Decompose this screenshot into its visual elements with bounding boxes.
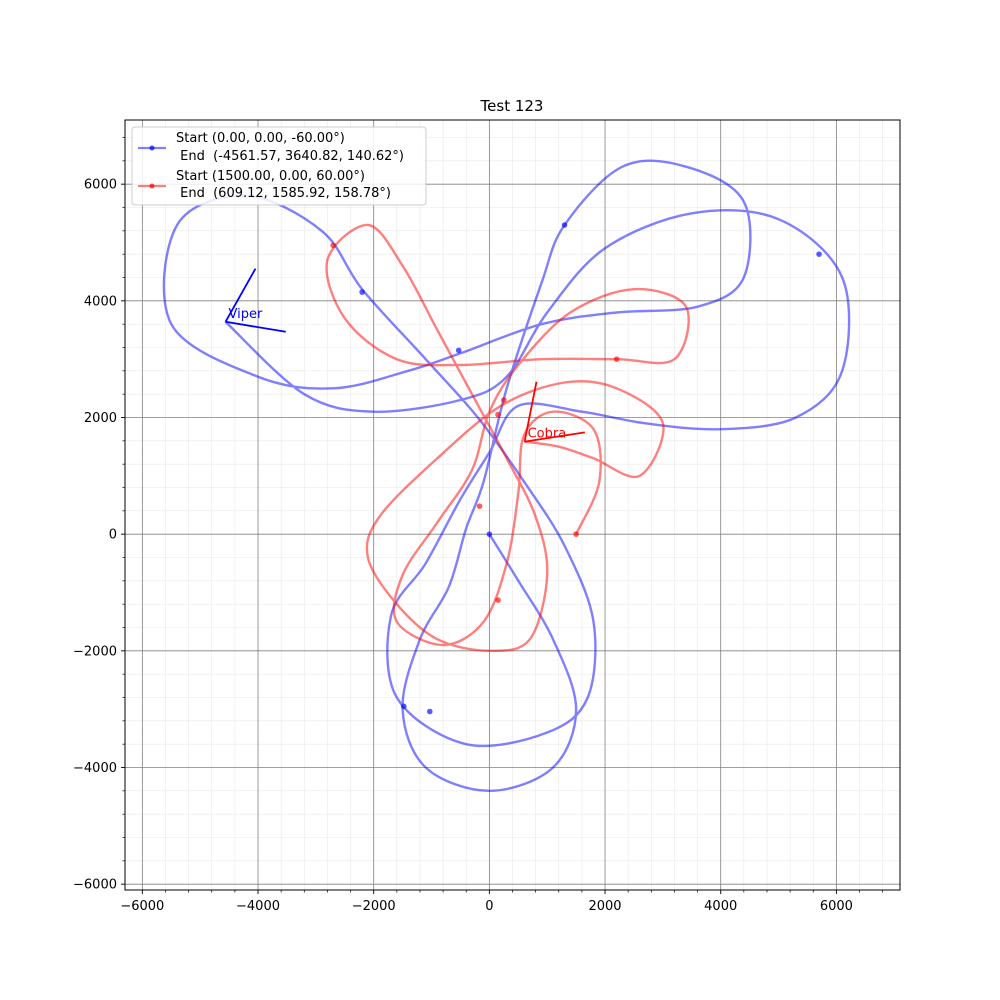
x-tick-label: −2000: [352, 899, 396, 914]
y-tick-label: 0: [109, 528, 117, 543]
series-point-1: [359, 289, 365, 295]
series-point-1: [486, 531, 493, 537]
y-tick-label: −2000: [73, 644, 117, 659]
legend-label-series-2-end: End (609.12, 1585.92, 158.78°): [176, 186, 391, 201]
legend-label-series-1-end: End (-4561.57, 3640.82, 140.62°): [176, 149, 404, 164]
axis-ticks: −6000 −4000 −2000 0 2000 4000 6000 −6000 −4000 −2…: [73, 137, 883, 914]
minor-grid: [125, 120, 900, 890]
marker-side-ray-2: [523, 381, 538, 442]
series-point-1: [455, 347, 462, 354]
x-tick-label: −4000: [236, 899, 280, 914]
series-point-2: [501, 397, 507, 403]
y-tick-label: −6000: [73, 878, 117, 893]
legend-label-series-1-start: Start (0.00, 0.00, -60.00°): [176, 131, 345, 146]
marker-label-2: Cobra: [528, 427, 567, 442]
marker-heading-ray-2: [524, 431, 586, 443]
series-point-2: [573, 531, 579, 537]
series-point-2: [613, 356, 620, 362]
legend: Start (0.00, 0.00, -60.00°) End (-4561.5…: [131, 126, 427, 206]
series-point-1: [400, 703, 407, 710]
series-point-2: [476, 503, 483, 509]
series-line-2: [325, 223, 690, 653]
marker-layer: Viper Cobra: [224, 268, 586, 443]
series-point-2: [495, 411, 501, 418]
legend-label-series-2-start: Start (1500.00, 0.00, 60.00°): [176, 169, 365, 184]
series-point-1: [426, 708, 433, 715]
legend-dot-series-1: [149, 145, 155, 151]
chart-title: Test 123: [480, 97, 544, 115]
x-tick-label: −6000: [120, 899, 164, 914]
series-line-1: [162, 159, 851, 792]
x-tick-label: 4000: [704, 899, 737, 914]
legend-box: [131, 126, 427, 206]
y-tick-label: −4000: [73, 761, 117, 776]
y-tick-label: 6000: [84, 178, 117, 193]
y-tick-label: 2000: [84, 411, 117, 426]
series-point-1: [561, 222, 568, 228]
x-tick-label: 6000: [820, 899, 853, 914]
series-layer: [162, 159, 851, 792]
marker-heading-ray-1: [225, 320, 286, 333]
marker-label-1: Viper: [229, 307, 263, 322]
x-tick-label: 2000: [588, 899, 621, 914]
marker-side-ray-1: [224, 268, 257, 323]
y-tick-label: 4000: [84, 294, 117, 309]
series-point-2: [330, 242, 337, 249]
series-point-2: [495, 597, 501, 603]
x-tick-label: 0: [485, 899, 493, 914]
series-point-1: [816, 251, 822, 257]
legend-dot-series-2: [149, 183, 155, 189]
